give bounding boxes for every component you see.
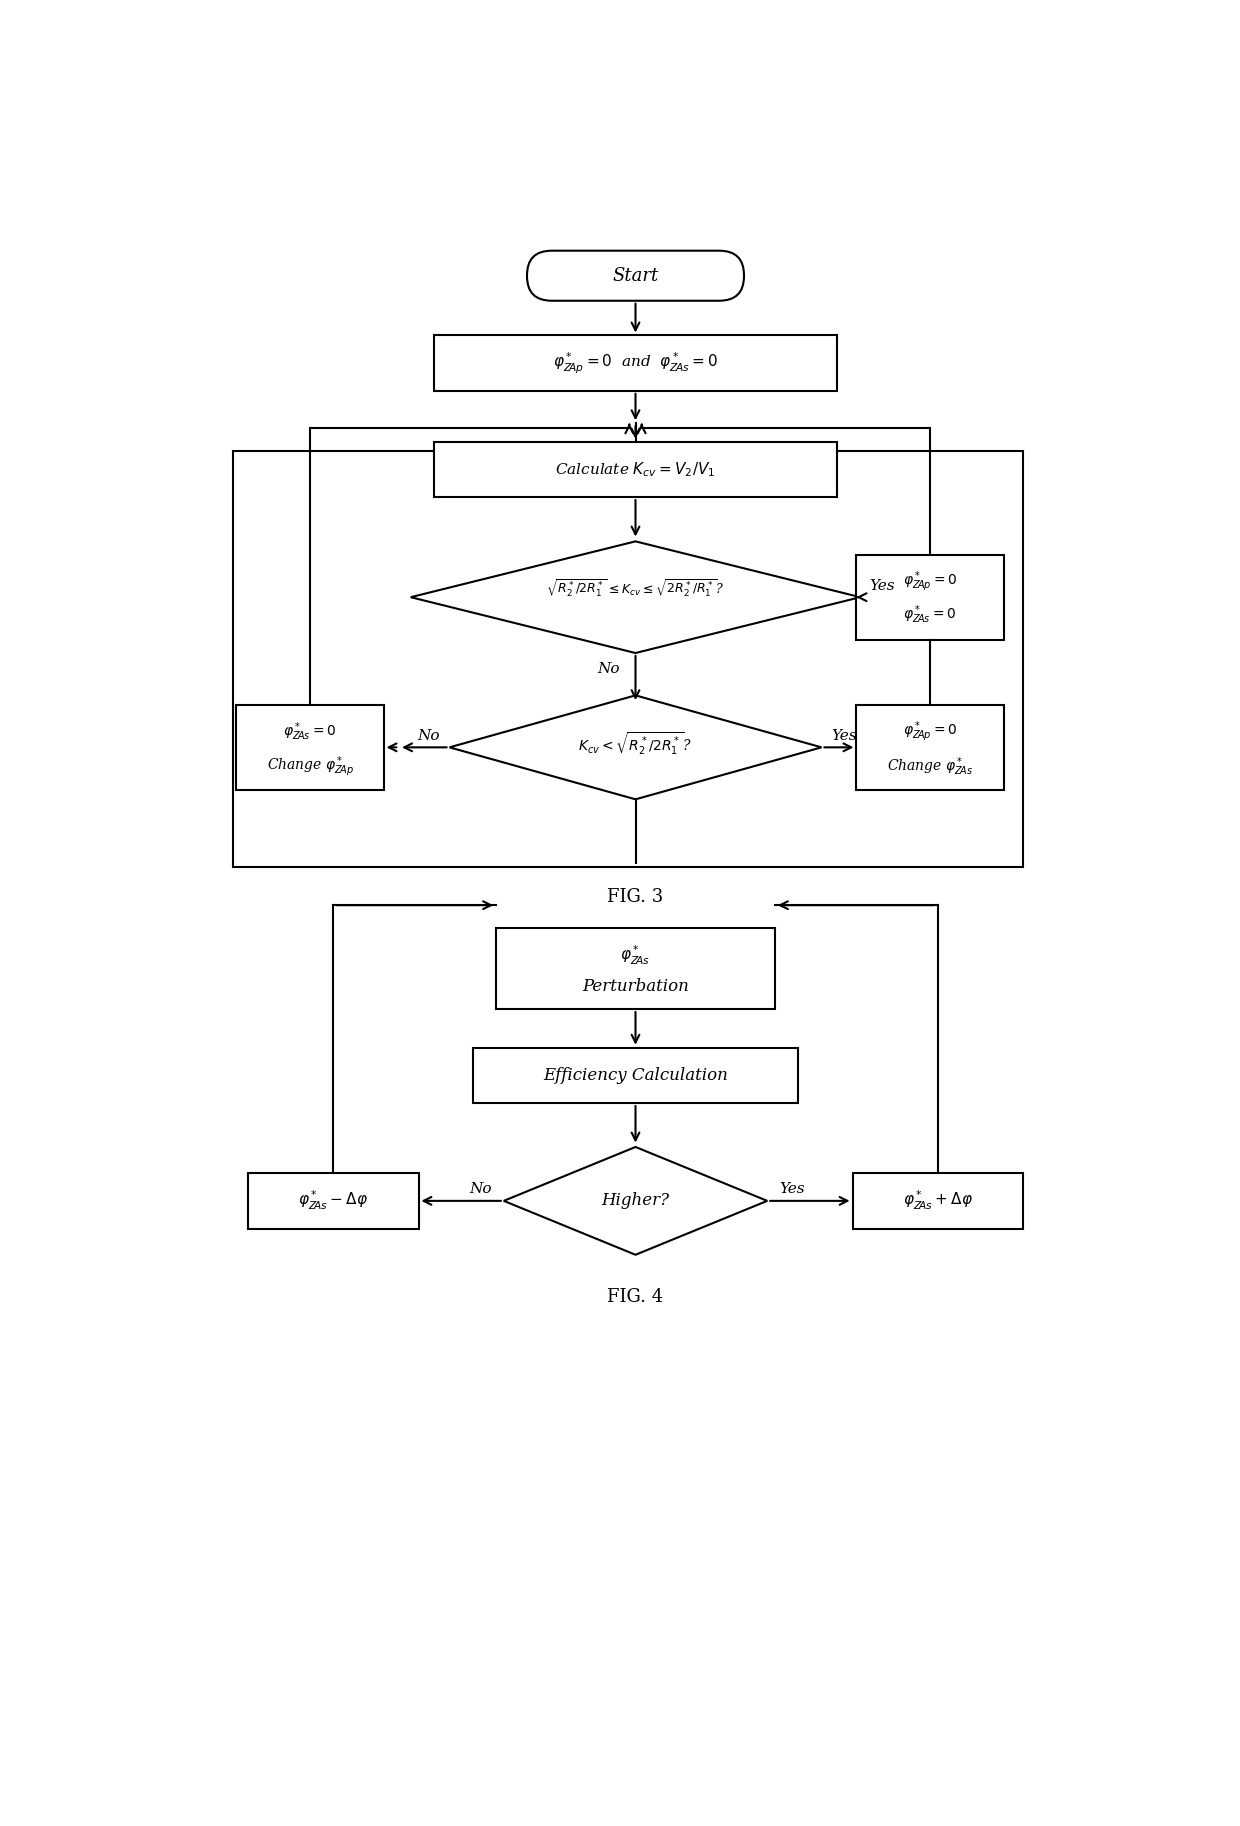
Polygon shape	[410, 540, 861, 654]
Text: Change $\varphi^*_{Z\!As}$: Change $\varphi^*_{Z\!As}$	[887, 756, 973, 778]
Text: $\varphi^*_{Z\!As}=0$: $\varphi^*_{Z\!As}=0$	[904, 604, 956, 626]
FancyBboxPatch shape	[527, 250, 744, 301]
Bar	[857, 555, 1003, 639]
Text: Change $\varphi^*_{Z\!Ap}$: Change $\varphi^*_{Z\!Ap}$	[267, 754, 353, 780]
Bar	[434, 442, 837, 497]
Text: $\varphi^*_{Z\!As}+\Delta\varphi$: $\varphi^*_{Z\!As}+\Delta\varphi$	[903, 1189, 972, 1212]
Text: No: No	[418, 729, 440, 743]
Bar	[434, 336, 837, 391]
Text: $\sqrt{R_2^*/2R_1^*}\leq K_{cv}\leq\sqrt{2R_2^*/R_1^*}$?: $\sqrt{R_2^*/2R_1^*}\leq K_{cv}\leq\sqrt…	[547, 577, 724, 599]
Bar	[248, 1172, 419, 1229]
Text: FIG. 3: FIG. 3	[608, 889, 663, 906]
Bar	[857, 705, 1003, 789]
Text: Perturbation: Perturbation	[582, 977, 689, 995]
Text: $\varphi^*_{Z\!As}-\Delta\varphi$: $\varphi^*_{Z\!As}-\Delta\varphi$	[299, 1189, 368, 1212]
Text: $\varphi^*_{Z\!Ap}=0$  and  $\varphi^*_{Z\!As}=0$: $\varphi^*_{Z\!Ap}=0$ and $\varphi^*_{Z\…	[553, 351, 718, 376]
Bar	[237, 705, 383, 789]
Bar	[472, 1048, 799, 1103]
Text: $\varphi^*_{Z\!Ap}=0$: $\varphi^*_{Z\!Ap}=0$	[903, 719, 957, 745]
Text: $\varphi^*_{Z\!As}=0$: $\varphi^*_{Z\!As}=0$	[284, 721, 336, 743]
Polygon shape	[503, 1147, 768, 1254]
Text: Calculate $K_{cv}=V_2/V_1$: Calculate $K_{cv}=V_2/V_1$	[556, 460, 715, 478]
Text: $K_{cv}<\sqrt{R_2^*/2R_1^*}$?: $K_{cv}<\sqrt{R_2^*/2R_1^*}$?	[578, 730, 693, 756]
Text: Higher?: Higher?	[601, 1192, 670, 1209]
Text: Yes: Yes	[779, 1181, 805, 1196]
Text: Efficiency Calculation: Efficiency Calculation	[543, 1066, 728, 1085]
Text: FIG. 4: FIG. 4	[608, 1287, 663, 1306]
Text: No: No	[598, 663, 620, 676]
Text: Start: Start	[613, 267, 658, 285]
Text: Yes: Yes	[869, 579, 895, 593]
Text: $\varphi^*_{Z\!Ap}=0$: $\varphi^*_{Z\!Ap}=0$	[903, 570, 957, 593]
Bar	[233, 451, 1023, 867]
Text: $\varphi^*_{Z\!As}$: $\varphi^*_{Z\!As}$	[620, 944, 651, 966]
Bar	[853, 1172, 1023, 1229]
Polygon shape	[449, 696, 821, 800]
Text: No: No	[470, 1181, 492, 1196]
Bar	[496, 928, 775, 1010]
Text: Yes: Yes	[831, 729, 857, 743]
